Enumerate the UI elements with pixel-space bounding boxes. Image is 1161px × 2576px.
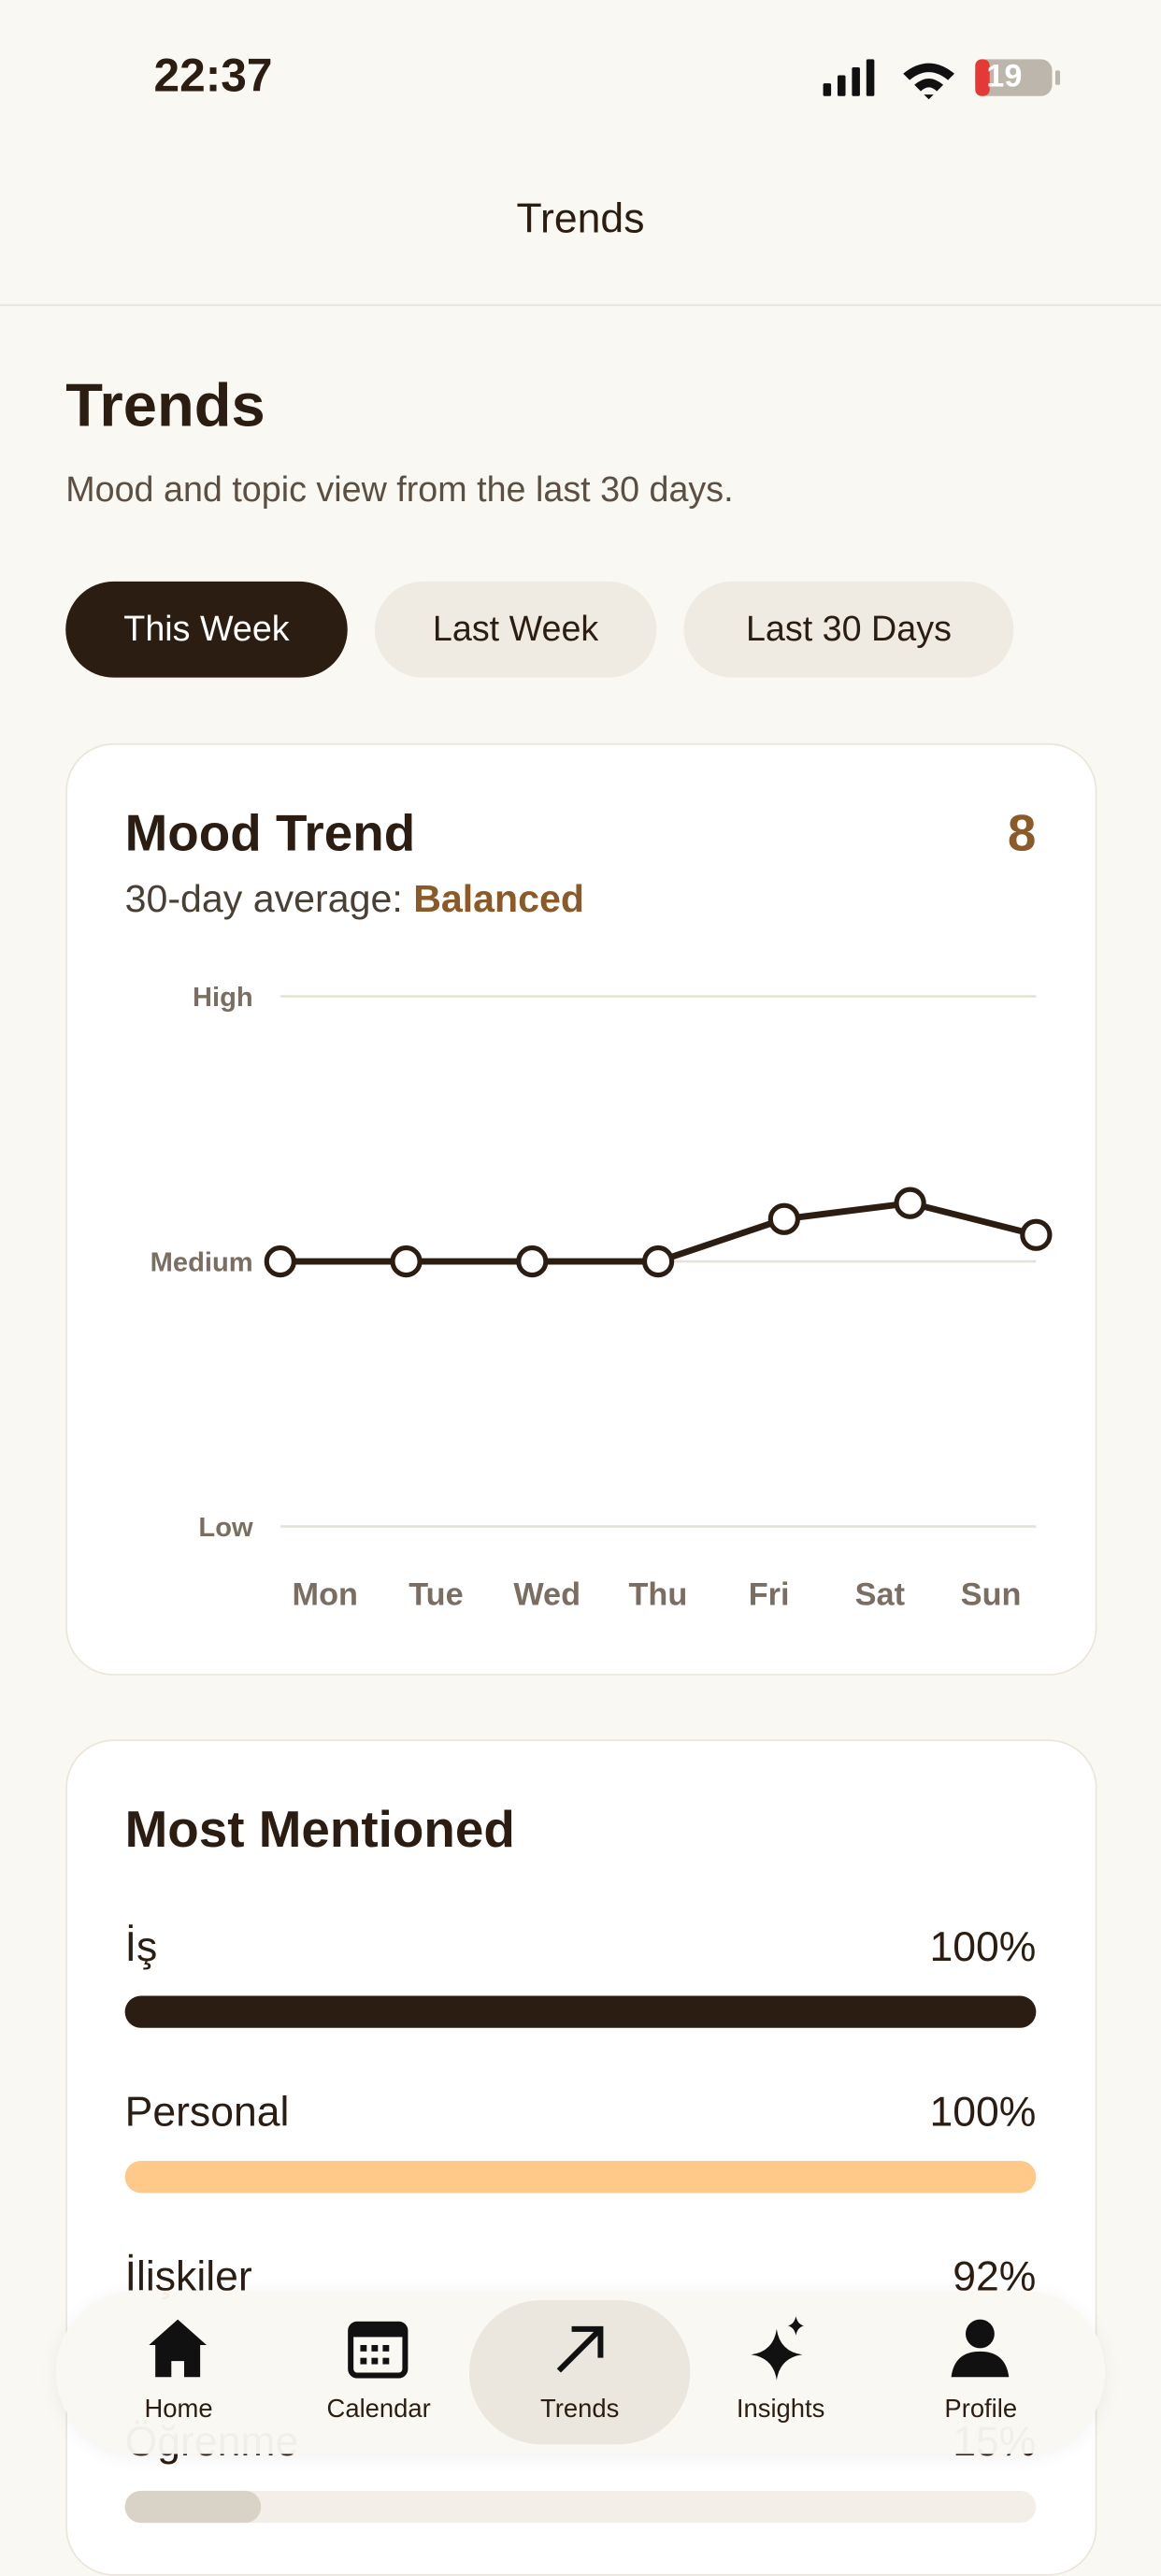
battery-level: 19 [986,59,1023,95]
average-value: Balanced [413,877,585,922]
status-icons [823,59,1061,100]
y-tick-label: Low [198,1513,253,1543]
point [390,1245,423,1278]
x-tick-label: Tue [408,1577,463,1613]
y-tick-label: Medium [150,1247,253,1277]
nav-trends[interactable]: Trends [468,2300,691,2445]
tab[interactable]: Last 30 Days [683,581,1014,678]
topic-name: İş [124,1921,158,1971]
nav-label: Trends [539,2396,620,2424]
bar [124,1995,1037,2028]
nav-label: Home [144,2396,213,2424]
nav-title: Trends [516,194,645,242]
average: 30-day average: Balanced [125,878,584,923]
status-time: 22:37 [153,50,273,103]
card-title: Most Mentioned [124,1800,515,1859]
mood-chart: Low Medium High Mon Tue Wed Thu Fri Sat Sun [150,983,1053,1613]
topic-value: 100% [929,2087,1037,2136]
x-tick-label: Fri [749,1577,790,1613]
x-tick-label: Wed [513,1577,580,1613]
nav-label: Profile [944,2396,1018,2424]
x-tick-label: Thu [629,1577,688,1613]
nav-calendar[interactable]: Calendar [279,2291,479,2454]
point [641,1245,675,1278]
average-label: 30-day average: [124,877,403,922]
nav-insights[interactable]: Insights [681,2291,881,2454]
x-tick-label: Mon [293,1577,358,1613]
bar [124,2490,262,2524]
page: 22:37 19 Trends Trends Mood and topic vi… [0,50,1161,2576]
nav-label: Calendar [326,2396,431,2424]
topic-value: 100% [929,1921,1037,1971]
x-tick-label: Sun [961,1577,1022,1613]
topic-name: Personal [124,2087,290,2136]
point [894,1187,926,1219]
y-tick-label: High [193,983,253,1013]
point [264,1245,296,1278]
x-tick-label: Sat [855,1577,905,1613]
point [516,1245,549,1278]
bottom-nav: Home Calendar Trends Insights Profile [55,2290,1106,2454]
bar-track [124,2490,1037,2524]
point [1020,1218,1053,1251]
point [767,1202,800,1235]
bar [124,2160,1037,2194]
nav-home[interactable]: Home [79,2291,279,2454]
page-title: Trends [65,373,265,441]
page-subtitle: Mood and topic view from the last 30 day… [65,468,734,510]
nav-label: Insights [736,2396,825,2424]
nav-profile[interactable]: Profile [881,2291,1081,2454]
divider [0,304,1161,307]
mood-score: 8 [1007,803,1037,862]
screen: 22:37 19 Trends Trends Mood and topic vi… [0,50,1161,2576]
tab[interactable]: This Week [65,581,348,678]
card-title: Mood Trend [124,803,416,862]
tab[interactable]: Last Week [374,581,657,678]
